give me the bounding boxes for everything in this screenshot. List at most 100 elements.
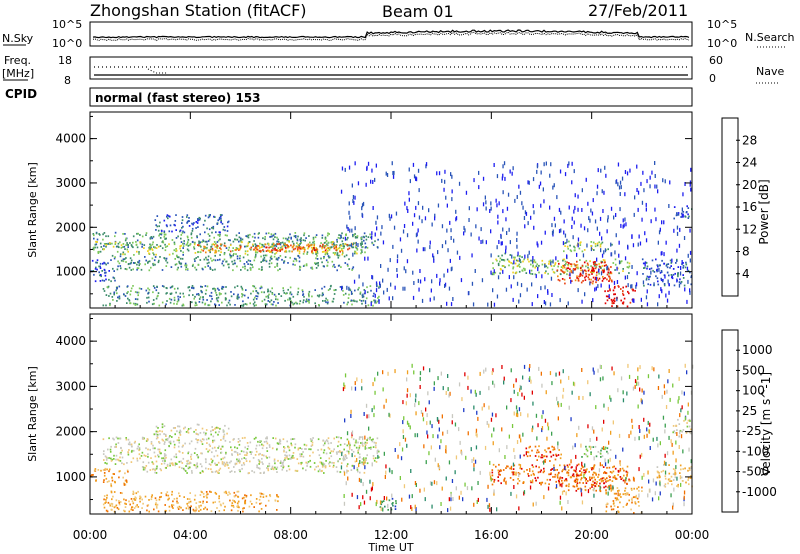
echo-cell: [522, 481, 525, 483]
echo-point: [348, 286, 350, 291]
echo-cell: [327, 232, 329, 235]
echo-cell: [205, 458, 207, 461]
echo-cell: [234, 463, 237, 466]
echo-cell: [297, 447, 300, 450]
echo-cell: [349, 289, 352, 292]
echo-point: [634, 436, 636, 441]
echo-region: [497, 252, 523, 265]
echo-cell: [173, 299, 176, 302]
echo-cell: [122, 243, 125, 245]
echo-cell: [165, 438, 167, 441]
echo-cell: [298, 250, 301, 253]
echo-cell: [156, 506, 158, 509]
echo-cell: [646, 265, 649, 268]
echo-point: [551, 381, 553, 386]
echo-cell: [297, 235, 299, 238]
echo-cell: [165, 265, 168, 267]
echo-cell: [597, 451, 600, 453]
echo-cell: [218, 293, 221, 296]
echo-cell: [325, 460, 327, 462]
echo-point: [558, 229, 561, 234]
echo-cell: [299, 453, 301, 456]
echo-cell: [132, 509, 134, 511]
echo-cell: [218, 292, 221, 294]
echo-point: [672, 502, 674, 507]
echo-cell: [588, 278, 590, 281]
echo-cell: [577, 266, 579, 269]
echo-cell: [253, 304, 256, 307]
echo-cell: [547, 447, 549, 450]
echo-point: [537, 423, 539, 428]
echo-region: [605, 486, 643, 515]
echo-point: [449, 391, 451, 396]
echo-point: [444, 179, 446, 184]
echo-cell: [676, 260, 678, 262]
echo-cell: [209, 445, 211, 447]
echo-cell: [262, 254, 265, 257]
echo-cell: [336, 253, 338, 256]
echo-cell: [221, 445, 224, 448]
echo-cell: [265, 440, 268, 443]
echo-cell: [607, 452, 609, 455]
echo-point: [372, 180, 374, 184]
echo-cell: [111, 498, 113, 501]
echo-cell: [353, 234, 355, 236]
echo-cell: [592, 280, 594, 283]
echo-region: [102, 436, 380, 466]
echo-point: [445, 391, 447, 395]
echo-point: [540, 203, 542, 208]
echo-cell: [102, 233, 104, 236]
echo-cell: [124, 502, 126, 505]
echo-cell: [323, 242, 326, 244]
echo-cell: [622, 286, 624, 289]
echo-point: [460, 278, 463, 283]
echo-cell: [105, 477, 108, 480]
echo-point: [599, 462, 601, 467]
echo-cell: [570, 269, 572, 272]
echo-cell: [228, 299, 231, 302]
echo-point: [663, 220, 665, 225]
echo-cell: [303, 264, 306, 267]
echo-cell: [109, 504, 112, 507]
echo-cell: [133, 254, 135, 256]
echo-point: [515, 405, 518, 410]
echo-cell: [286, 469, 288, 472]
echo-cell: [609, 277, 611, 280]
echo-point: [418, 401, 420, 406]
echo-cell: [540, 469, 542, 472]
echo-cell: [110, 259, 112, 261]
echo-cell: [530, 263, 532, 266]
echo-cell: [302, 294, 304, 296]
echo-cell: [601, 477, 604, 480]
echo-point: [356, 495, 359, 500]
echo-cell: [579, 267, 582, 269]
echo-cell: [100, 246, 103, 248]
echo-cell: [220, 219, 222, 222]
echo-cell: [195, 502, 198, 504]
echo-cell: [211, 259, 213, 262]
echo-cell: [261, 244, 264, 246]
echo-cell: [278, 441, 281, 444]
echo-cell: [493, 273, 495, 276]
echo-cell: [238, 461, 241, 464]
echo-cell: [220, 439, 222, 441]
echo-point: [563, 230, 565, 235]
echo-cell: [146, 301, 148, 304]
echo-cell: [253, 248, 255, 251]
echo-cell: [219, 217, 221, 220]
echo-point: [571, 180, 573, 185]
echo-cell: [166, 215, 168, 218]
echo-cell: [377, 297, 379, 299]
echo-cell: [124, 472, 126, 475]
echo-cell: [308, 448, 310, 451]
echo-cell: [305, 444, 308, 447]
echo-cell: [283, 449, 285, 452]
echo-point: [661, 251, 663, 256]
echo-cell: [531, 273, 534, 275]
echo-cell: [645, 277, 648, 280]
echo-cell: [205, 491, 208, 493]
echo-cell: [576, 480, 578, 483]
echo-cell: [193, 243, 196, 246]
echo-cell: [244, 499, 247, 502]
echo-point: [430, 288, 432, 293]
